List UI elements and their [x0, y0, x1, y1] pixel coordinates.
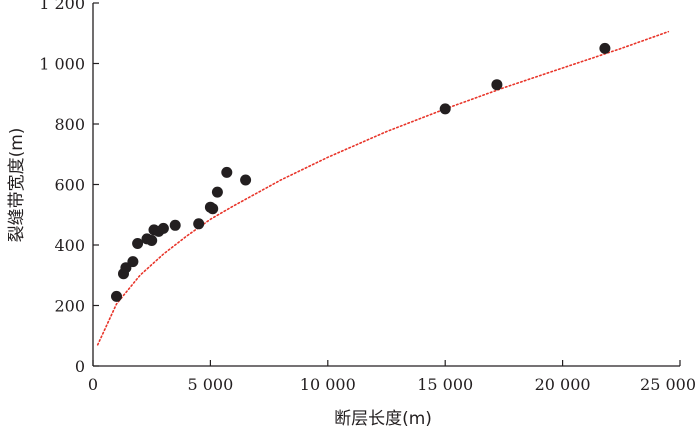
y-tick-label: 1 200 [39, 0, 85, 13]
y-tick-label: 600 [54, 176, 85, 195]
x-tick-label: 5 000 [187, 375, 233, 394]
tick-labels: 0 200 400 600 800 1 000 1 200 0 5 000 10 000 15 00… [39, 0, 696, 394]
data-point [193, 218, 205, 230]
trendline-group [96, 30, 670, 346]
data-point [132, 238, 144, 249]
data-point [111, 290, 122, 302]
data-point [146, 235, 158, 246]
y-tick-label: 1 000 [39, 55, 85, 74]
axes [92, 2, 681, 367]
data-point [221, 166, 233, 178]
x-axis-title: 断层长度(m) [334, 409, 432, 429]
x-tick-label: 25 000 [640, 375, 696, 394]
data-point [240, 174, 252, 186]
data-point [157, 222, 169, 234]
y-tick-label: 0 [75, 357, 85, 376]
y-tick-label: 200 [54, 297, 85, 316]
data-points [111, 42, 611, 302]
data-point [127, 256, 139, 268]
data-point [169, 219, 181, 231]
y-tick-label: 800 [54, 115, 85, 134]
data-point [439, 103, 451, 115]
x-tick-label: 15 000 [417, 375, 473, 394]
data-point [211, 186, 223, 198]
x-tick-label: 0 [88, 375, 98, 394]
x-tick-label: 20 000 [535, 375, 591, 394]
data-point [491, 79, 503, 91]
y-axis-title: 裂缝带宽度(m) [7, 128, 27, 243]
x-tick-label: 10 000 [300, 375, 356, 394]
y-tick-label: 400 [54, 236, 85, 255]
trendline [96, 30, 670, 346]
data-point [599, 42, 611, 54]
data-point [207, 203, 219, 215]
